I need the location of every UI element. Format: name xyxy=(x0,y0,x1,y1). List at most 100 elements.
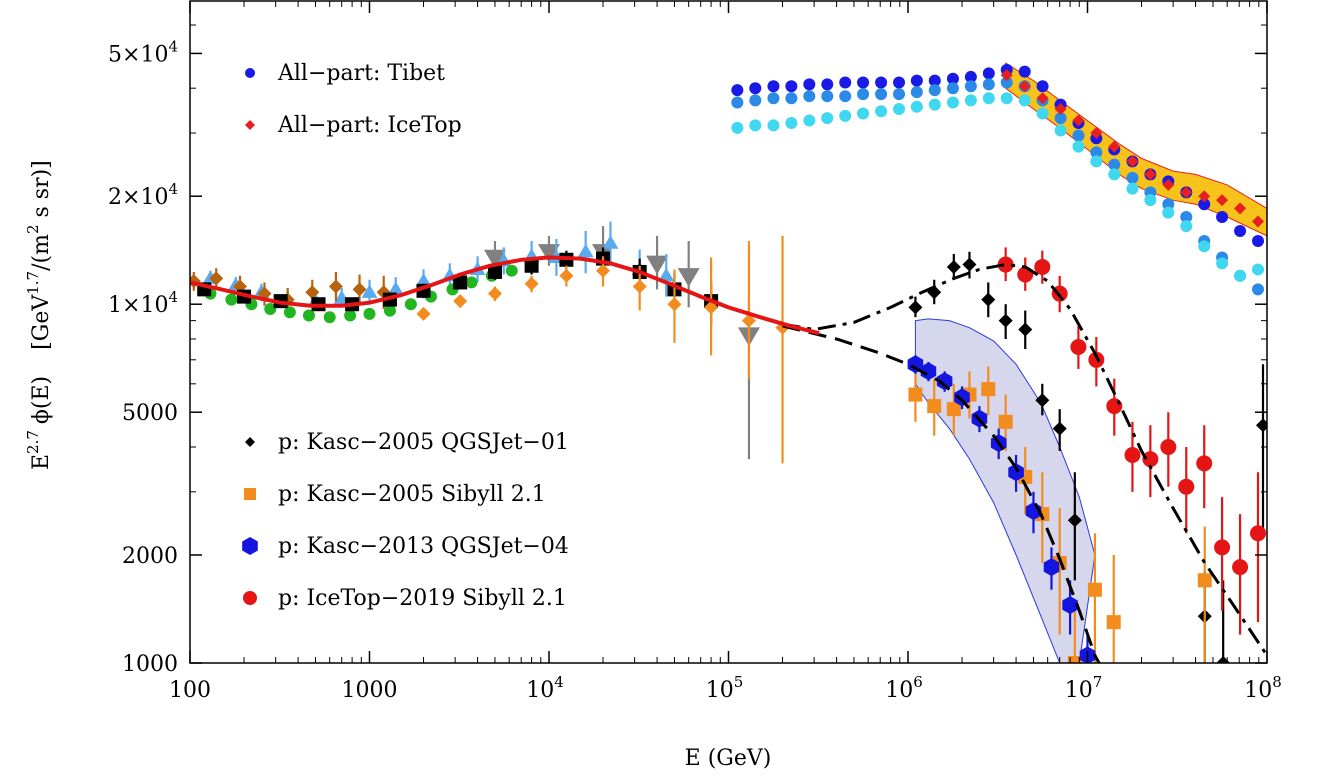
data-point xyxy=(465,276,478,289)
data-point xyxy=(1062,596,1078,615)
y-tick-label-base: 5000 xyxy=(122,401,178,426)
data-point xyxy=(305,285,320,300)
data-point xyxy=(632,279,647,294)
data-point xyxy=(361,284,378,298)
legend-marker xyxy=(244,488,256,500)
data-point xyxy=(387,281,404,295)
data-point xyxy=(1067,656,1082,663)
y-tick-label-exp: 4 xyxy=(168,37,178,55)
data-point xyxy=(383,304,396,317)
x-tick-label-base: 10 xyxy=(885,678,913,703)
data-point xyxy=(946,259,961,274)
data-point xyxy=(1018,94,1031,107)
x-tick-label-exp: 4 xyxy=(554,673,564,691)
x-tick-label-exp: 6 xyxy=(913,673,923,691)
data-point xyxy=(1018,80,1031,93)
data-point xyxy=(404,298,417,311)
x-tick-label-exp: 8 xyxy=(1272,673,1282,691)
data-point xyxy=(1036,92,1049,105)
data-point xyxy=(1108,158,1121,171)
y-label-phi: ϕ(E) xyxy=(29,376,54,424)
data-point xyxy=(1088,351,1105,368)
data-point xyxy=(839,76,852,89)
data-point xyxy=(875,88,888,101)
data-point xyxy=(1160,438,1177,455)
data-point xyxy=(821,90,834,103)
plot-area xyxy=(190,62,1267,663)
x-tick-label: 1000 xyxy=(342,678,398,703)
data-point xyxy=(928,84,941,97)
data-point xyxy=(483,249,506,269)
data-point xyxy=(453,294,468,309)
legend-label: All−part: IceTop xyxy=(277,113,462,138)
series-12 xyxy=(907,355,1096,663)
data-point xyxy=(1052,421,1067,436)
series-10 xyxy=(908,251,1267,663)
data-point xyxy=(1180,186,1193,199)
data-point xyxy=(839,90,852,103)
data-point xyxy=(908,387,923,402)
legend-bottom: p: Kasc−2005 QGSJet−01 p: Kasc−2005 Sibyl… xyxy=(242,430,569,611)
data-point xyxy=(1034,258,1051,275)
x-tick-label: 104 xyxy=(526,673,564,703)
y-tick-label: 2000 xyxy=(122,544,178,569)
data-point xyxy=(453,275,468,290)
series-2 xyxy=(731,92,1265,282)
data-point xyxy=(1216,257,1229,270)
data-point xyxy=(1234,202,1247,215)
data-point xyxy=(1216,211,1229,224)
data-point xyxy=(416,306,431,321)
data-point xyxy=(1000,76,1013,89)
data-point xyxy=(893,103,906,116)
y-tick-label-exp: 4 xyxy=(168,180,178,198)
data-point xyxy=(1214,539,1231,556)
x-tick-label-exp: 5 xyxy=(734,673,744,691)
legend-marker xyxy=(245,437,255,447)
data-point xyxy=(857,76,870,89)
data-point xyxy=(927,399,942,414)
data-point xyxy=(323,311,336,324)
data-point xyxy=(1144,168,1157,181)
y-label-units-exp: 1.7 xyxy=(24,271,42,295)
data-point xyxy=(839,109,852,122)
data-point xyxy=(596,263,611,278)
legend-marker xyxy=(245,68,255,78)
data-point xyxy=(1126,155,1139,168)
y-label-units-a: [GeV xyxy=(29,294,54,350)
x-axis-label: E (GeV) xyxy=(685,746,772,771)
data-point xyxy=(559,268,574,283)
data-point xyxy=(910,74,923,87)
data-point xyxy=(910,100,923,113)
data-point xyxy=(602,235,619,249)
data-point xyxy=(936,372,953,391)
data-point xyxy=(538,244,560,263)
data-point xyxy=(1162,178,1175,191)
data-point xyxy=(1000,92,1013,105)
data-point xyxy=(982,67,995,80)
y-tick-label-base: 1×10 xyxy=(108,293,168,318)
y-tick-label: 1×104 xyxy=(108,288,178,318)
data-point xyxy=(209,271,224,286)
data-point xyxy=(821,78,834,91)
data-point xyxy=(1090,127,1103,140)
x-tick-label: 106 xyxy=(885,673,923,703)
x-tick-label-base: 10 xyxy=(1244,678,1272,703)
data-point xyxy=(1108,140,1121,153)
data-point xyxy=(1234,269,1247,282)
data-point xyxy=(1106,398,1123,415)
data-point xyxy=(946,96,959,109)
data-point xyxy=(1250,525,1267,542)
x-tick-label-base: 10 xyxy=(706,678,734,703)
data-point xyxy=(264,302,277,315)
plot-frame xyxy=(189,0,1268,664)
data-point xyxy=(415,273,432,287)
data-point xyxy=(1054,112,1067,125)
data-point xyxy=(981,382,996,397)
data-point xyxy=(283,306,296,319)
data-point xyxy=(1054,103,1067,116)
data-point xyxy=(803,114,816,127)
data-point xyxy=(749,119,762,132)
data-point xyxy=(1144,194,1157,207)
data-point xyxy=(1197,573,1212,588)
